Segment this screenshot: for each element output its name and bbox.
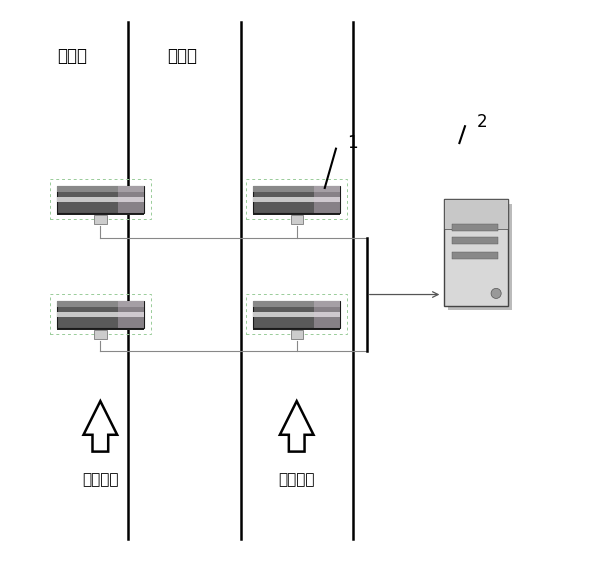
Text: 1: 1 (347, 134, 358, 152)
Text: 行车道: 行车道 (167, 47, 196, 65)
FancyBboxPatch shape (118, 301, 144, 328)
FancyBboxPatch shape (57, 312, 144, 316)
FancyBboxPatch shape (94, 330, 107, 339)
Text: 超车道: 超车道 (58, 47, 87, 65)
Circle shape (491, 288, 501, 298)
FancyBboxPatch shape (444, 199, 509, 229)
FancyBboxPatch shape (452, 237, 498, 244)
Polygon shape (83, 401, 117, 452)
FancyBboxPatch shape (57, 301, 144, 307)
FancyBboxPatch shape (57, 211, 144, 215)
FancyBboxPatch shape (452, 224, 498, 231)
FancyBboxPatch shape (57, 186, 144, 192)
FancyBboxPatch shape (118, 186, 144, 213)
FancyBboxPatch shape (448, 204, 512, 310)
FancyBboxPatch shape (57, 197, 144, 201)
FancyBboxPatch shape (253, 301, 340, 328)
FancyBboxPatch shape (291, 215, 303, 224)
FancyBboxPatch shape (253, 327, 340, 330)
FancyBboxPatch shape (94, 215, 107, 224)
FancyBboxPatch shape (444, 199, 509, 306)
FancyBboxPatch shape (314, 186, 340, 213)
FancyBboxPatch shape (57, 186, 144, 213)
Text: 2: 2 (477, 113, 487, 131)
FancyBboxPatch shape (253, 197, 340, 201)
Polygon shape (280, 401, 313, 452)
FancyBboxPatch shape (452, 252, 498, 259)
FancyBboxPatch shape (314, 301, 340, 328)
FancyBboxPatch shape (57, 301, 144, 328)
FancyBboxPatch shape (253, 301, 340, 307)
FancyBboxPatch shape (57, 327, 144, 330)
FancyBboxPatch shape (291, 330, 303, 339)
FancyBboxPatch shape (253, 186, 340, 192)
Text: 行驶方向: 行驶方向 (82, 472, 119, 487)
FancyBboxPatch shape (253, 211, 340, 215)
FancyBboxPatch shape (253, 312, 340, 316)
Text: 行驶方向: 行驶方向 (279, 472, 315, 487)
FancyBboxPatch shape (253, 186, 340, 213)
